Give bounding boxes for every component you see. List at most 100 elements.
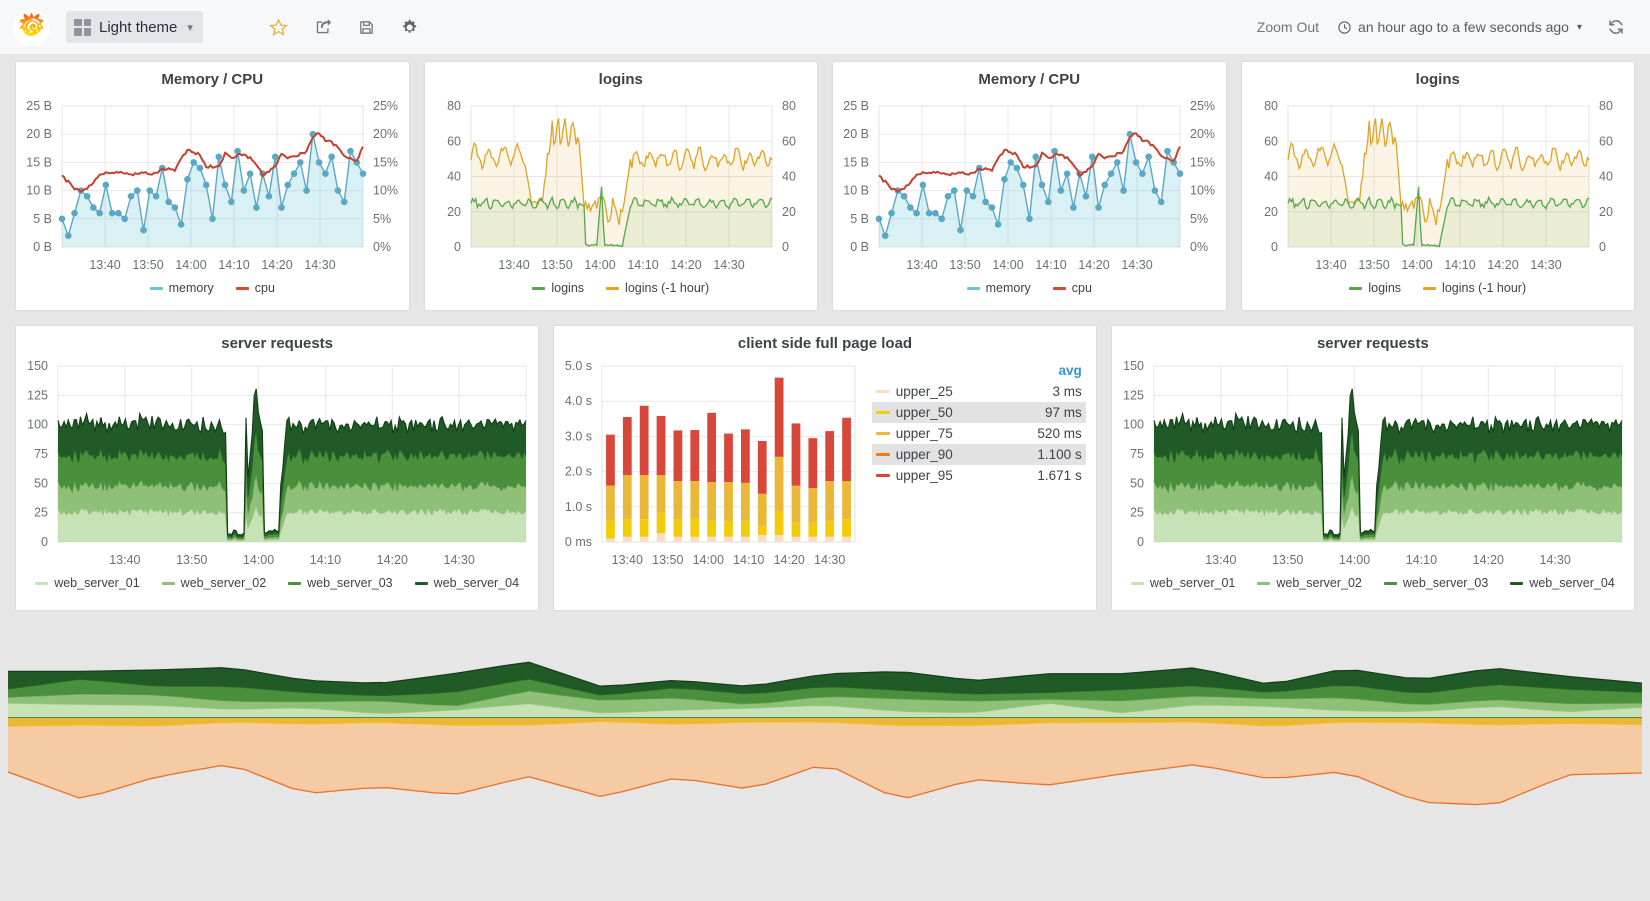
svg-text:13:40: 13:40 — [89, 258, 120, 272]
svg-text:13:40: 13:40 — [906, 258, 937, 272]
svg-text:14:10: 14:10 — [218, 258, 249, 272]
svg-text:10 B: 10 B — [843, 184, 869, 198]
svg-text:14:10: 14:10 — [1444, 258, 1475, 272]
svg-text:10%: 10% — [1190, 184, 1215, 198]
svg-text:0: 0 — [454, 240, 461, 254]
svg-text:14:30: 14:30 — [713, 258, 744, 272]
svg-text:14:00: 14:00 — [175, 258, 206, 272]
svg-text:13:40: 13:40 — [612, 553, 643, 567]
svg-text:125: 125 — [1123, 388, 1144, 402]
svg-text:15%: 15% — [1190, 155, 1215, 169]
svg-text:0%: 0% — [373, 240, 391, 254]
svg-text:25: 25 — [34, 506, 48, 520]
svg-text:0: 0 — [1271, 240, 1278, 254]
svg-text:0 B: 0 B — [33, 240, 52, 254]
svg-text:50: 50 — [1130, 476, 1144, 490]
svg-text:75: 75 — [1130, 447, 1144, 461]
svg-text:14:00: 14:00 — [1339, 553, 1370, 567]
svg-text:14:10: 14:10 — [310, 553, 341, 567]
svg-text:14:30: 14:30 — [1539, 553, 1570, 567]
svg-text:13:50: 13:50 — [541, 258, 572, 272]
svg-text:14:10: 14:10 — [1035, 258, 1066, 272]
svg-text:14:00: 14:00 — [243, 553, 274, 567]
svg-text:13:50: 13:50 — [176, 553, 207, 567]
svg-text:20 B: 20 B — [843, 127, 869, 141]
svg-text:14:00: 14:00 — [693, 553, 724, 567]
svg-text:13:40: 13:40 — [1205, 553, 1236, 567]
svg-text:14:20: 14:20 — [774, 553, 805, 567]
svg-text:13:50: 13:50 — [652, 553, 683, 567]
svg-text:14:00: 14:00 — [584, 258, 615, 272]
svg-text:20%: 20% — [373, 127, 398, 141]
svg-text:4.0 s: 4.0 s — [565, 394, 592, 408]
svg-text:14:30: 14:30 — [304, 258, 335, 272]
svg-text:50: 50 — [34, 476, 48, 490]
svg-text:60: 60 — [1599, 134, 1613, 148]
svg-text:40: 40 — [447, 170, 461, 184]
svg-text:60: 60 — [782, 134, 796, 148]
svg-text:14:20: 14:20 — [1487, 258, 1518, 272]
svg-text:80: 80 — [1264, 99, 1278, 113]
svg-text:14:00: 14:00 — [1401, 258, 1432, 272]
svg-text:80: 80 — [782, 99, 796, 113]
svg-text:0%: 0% — [1190, 240, 1208, 254]
svg-text:40: 40 — [1264, 170, 1278, 184]
svg-text:5 B: 5 B — [850, 212, 869, 226]
svg-text:60: 60 — [1264, 134, 1278, 148]
svg-text:10%: 10% — [373, 184, 398, 198]
svg-text:14:20: 14:20 — [377, 553, 408, 567]
svg-text:20: 20 — [1599, 205, 1613, 219]
svg-text:14:30: 14:30 — [1121, 258, 1152, 272]
svg-text:1.0 s: 1.0 s — [565, 500, 592, 514]
svg-text:25: 25 — [1130, 506, 1144, 520]
svg-text:25%: 25% — [373, 99, 398, 113]
svg-text:0: 0 — [1599, 240, 1606, 254]
svg-text:14:30: 14:30 — [1530, 258, 1561, 272]
svg-text:0 ms: 0 ms — [565, 535, 592, 549]
svg-text:15%: 15% — [373, 155, 398, 169]
svg-text:80: 80 — [447, 99, 461, 113]
svg-text:10 B: 10 B — [26, 184, 52, 198]
svg-text:13:50: 13:50 — [949, 258, 980, 272]
svg-text:20: 20 — [1264, 205, 1278, 219]
svg-text:20 B: 20 B — [26, 127, 52, 141]
svg-text:15 B: 15 B — [26, 155, 52, 169]
svg-text:60: 60 — [447, 134, 461, 148]
svg-text:14:00: 14:00 — [992, 258, 1023, 272]
svg-text:25 B: 25 B — [26, 99, 52, 113]
svg-text:0 B: 0 B — [850, 240, 869, 254]
svg-text:14:20: 14:20 — [261, 258, 292, 272]
svg-text:13:40: 13:40 — [1315, 258, 1346, 272]
svg-text:14:10: 14:10 — [1405, 553, 1436, 567]
svg-text:150: 150 — [27, 359, 48, 373]
svg-text:14:10: 14:10 — [733, 553, 764, 567]
svg-text:25 B: 25 B — [843, 99, 869, 113]
svg-text:14:10: 14:10 — [627, 258, 658, 272]
svg-text:14:30: 14:30 — [444, 553, 475, 567]
svg-text:0: 0 — [1137, 535, 1144, 549]
svg-text:13:40: 13:40 — [498, 258, 529, 272]
svg-text:5%: 5% — [373, 212, 391, 226]
svg-text:13:50: 13:50 — [1272, 553, 1303, 567]
svg-text:20: 20 — [447, 205, 461, 219]
svg-text:75: 75 — [34, 447, 48, 461]
svg-text:13:50: 13:50 — [1358, 258, 1389, 272]
svg-text:14:20: 14:20 — [1078, 258, 1109, 272]
svg-text:0: 0 — [41, 535, 48, 549]
svg-text:15 B: 15 B — [843, 155, 869, 169]
svg-text:3.0 s: 3.0 s — [565, 429, 592, 443]
svg-text:100: 100 — [27, 418, 48, 432]
svg-text:5 B: 5 B — [33, 212, 52, 226]
svg-text:40: 40 — [782, 170, 796, 184]
svg-text:80: 80 — [1599, 99, 1613, 113]
svg-text:5.0 s: 5.0 s — [565, 359, 592, 373]
svg-text:25%: 25% — [1190, 99, 1215, 113]
svg-text:150: 150 — [1123, 359, 1144, 373]
svg-text:2.0 s: 2.0 s — [565, 465, 592, 479]
svg-text:5%: 5% — [1190, 212, 1208, 226]
svg-text:14:20: 14:20 — [1472, 553, 1503, 567]
svg-text:0: 0 — [782, 240, 789, 254]
svg-text:13:40: 13:40 — [109, 553, 140, 567]
svg-text:125: 125 — [27, 388, 48, 402]
svg-text:100: 100 — [1123, 418, 1144, 432]
